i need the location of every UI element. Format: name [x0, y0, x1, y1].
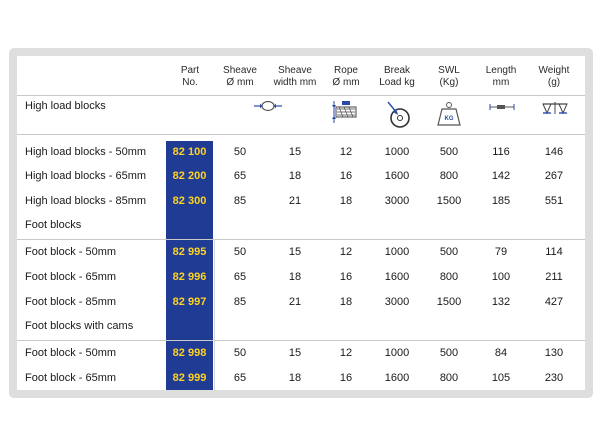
col-header-break-load: Break Load kg — [379, 65, 415, 88]
cell-swl: 800 — [439, 372, 459, 384]
swl-weight-icon: KG — [437, 102, 461, 126]
cell-sheave-width: 15 — [288, 347, 302, 359]
cell-length: 132 — [491, 296, 511, 308]
cell-sheave: 65 — [233, 271, 247, 283]
cell-break-load: 3000 — [384, 296, 410, 308]
length-icon — [489, 104, 515, 110]
part-number: 82 996 — [172, 271, 207, 283]
table-panel — [17, 56, 585, 390]
cell-break-load: 1600 — [384, 170, 410, 182]
section-divider — [17, 239, 585, 240]
row-label: Foot block - 65mm — [25, 271, 117, 283]
part-number: 82 999 — [172, 372, 207, 384]
col-header-swl: SWL (Kg) — [438, 65, 460, 88]
weight-scale-icon — [542, 102, 568, 115]
row-label: High load blocks - 50mm — [25, 146, 147, 158]
header-divider — [17, 95, 585, 96]
cell-length: 84 — [494, 347, 508, 359]
cell-weight: 267 — [544, 170, 564, 182]
cell-weight: 211 — [545, 271, 563, 283]
row-label: Foot block - 65mm — [25, 372, 117, 384]
cell-swl: 800 — [439, 170, 459, 182]
cell-swl: 800 — [439, 271, 459, 283]
cell-break-load: 1000 — [384, 347, 410, 359]
cell-sheave: 50 — [233, 347, 247, 359]
part-number: 82 100 — [172, 146, 207, 158]
band-right-edge — [214, 239, 215, 390]
col-header-sheave: Sheave Ø mm — [223, 65, 257, 88]
cell-sheave-width: 18 — [288, 271, 302, 283]
cell-break-load: 1000 — [384, 146, 410, 158]
cell-sheave-width: 18 — [288, 372, 302, 384]
cell-break-load: 1000 — [384, 246, 410, 258]
section-title: Foot blocks — [25, 219, 82, 231]
cell-rope: 16 — [339, 372, 353, 384]
row-label: High load blocks - 65mm — [25, 170, 147, 182]
col-header-length: Length mm — [485, 65, 517, 88]
cell-swl: 500 — [439, 246, 459, 258]
cell-sheave: 50 — [233, 246, 247, 258]
cell-rope: 12 — [339, 146, 353, 158]
cell-rope: 18 — [339, 296, 353, 308]
break-load-icon — [387, 101, 410, 128]
section-title: High load blocks — [25, 100, 106, 112]
cell-sheave-width: 15 — [288, 146, 302, 158]
rope-diameter-icon — [332, 101, 357, 123]
col-header-part: Part No. — [180, 65, 200, 88]
row-label: Foot block - 85mm — [25, 296, 117, 308]
cell-sheave: 65 — [233, 170, 247, 182]
cell-weight: 114 — [545, 246, 563, 258]
sheave-diameter-icon — [254, 100, 282, 112]
cell-length: 79 — [494, 246, 508, 258]
cell-sheave-width: 21 — [288, 195, 302, 207]
cell-rope: 16 — [339, 271, 353, 283]
cell-sheave-width: 21 — [288, 296, 302, 308]
row-label: High load blocks - 85mm — [25, 195, 147, 207]
cell-break-load: 1600 — [384, 372, 410, 384]
cell-swl: 500 — [439, 146, 459, 158]
cell-sheave: 85 — [233, 195, 247, 207]
cell-rope: 12 — [339, 246, 353, 258]
cell-rope: 18 — [339, 195, 353, 207]
part-number-band — [166, 141, 213, 390]
cell-weight: 146 — [544, 146, 564, 158]
row-label: Foot block - 50mm — [25, 347, 117, 359]
part-number: 82 998 — [172, 347, 207, 359]
cell-sheave-width: 15 — [288, 246, 302, 258]
cell-swl: 1500 — [436, 296, 462, 308]
part-number: 82 997 — [172, 296, 207, 308]
icon-row-divider — [17, 134, 585, 135]
cell-swl: 500 — [439, 347, 459, 359]
section-divider — [17, 340, 585, 341]
cell-length: 116 — [492, 146, 510, 158]
cell-weight: 130 — [544, 347, 564, 359]
cell-length: 185 — [491, 195, 511, 207]
col-header-sheave-width: Sheave width mm — [273, 65, 317, 88]
row-label: Foot block - 50mm — [25, 246, 117, 258]
cell-break-load: 1600 — [384, 271, 410, 283]
cell-break-load: 3000 — [384, 195, 410, 207]
cell-weight: 230 — [544, 372, 564, 384]
part-number: 82 200 — [172, 170, 207, 182]
cell-swl: 1500 — [436, 195, 462, 207]
cell-rope: 12 — [339, 347, 353, 359]
swl-icon-label: KG — [445, 116, 454, 122]
section-title: Foot blocks with cams — [25, 320, 134, 332]
cell-length: 105 — [491, 372, 511, 384]
part-number: 82 300 — [172, 195, 207, 207]
cell-rope: 16 — [339, 170, 353, 182]
cell-sheave: 85 — [233, 296, 247, 308]
cell-weight: 551 — [544, 195, 564, 207]
col-header-weight: Weight (g) — [538, 65, 570, 88]
col-header-rope: Rope Ø mm — [332, 65, 360, 88]
cell-sheave: 50 — [233, 146, 247, 158]
part-number: 82 995 — [172, 246, 207, 258]
cell-length: 142 — [491, 170, 511, 182]
cell-sheave-width: 18 — [288, 170, 302, 182]
cell-sheave: 65 — [233, 372, 247, 384]
cell-length: 100 — [491, 271, 511, 283]
cell-weight: 427 — [544, 296, 564, 308]
